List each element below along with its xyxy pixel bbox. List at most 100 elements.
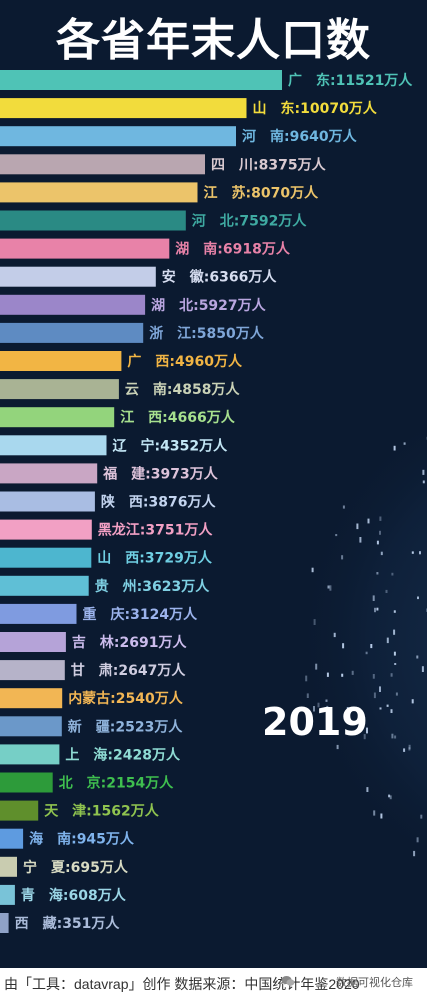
globe-dot [416,655,419,659]
globe-dot [403,748,406,752]
bar [0,519,92,540]
globe-dot [393,610,396,613]
bar [0,294,146,315]
globe-dot [341,555,344,560]
globe-dot [315,663,318,670]
bar-label: 山 西:3729万人 [97,550,213,567]
globe-dot [311,567,314,573]
bar-label: 天 津:1562万人 [44,803,160,820]
globe-dot [408,744,411,750]
bar [0,126,236,147]
globe-dot [325,699,328,702]
watermark: 数据可视化仓库 [336,976,413,989]
globe-dot [379,516,382,521]
bar [0,716,62,737]
globe-dot [420,814,423,819]
bar [0,238,170,259]
bar-label: 西 藏:351万人 [15,915,121,932]
globe-dot [341,673,344,677]
globe-dot [373,692,376,699]
globe-dot [411,699,414,704]
globe-dot [351,670,354,675]
bar-label: 安 徽:6366万人 [162,269,278,286]
bar-label: 北 京:2154万人 [59,775,175,792]
globe-dot [342,505,345,509]
bar [0,491,95,512]
bar-label: 青 海:608万人 [21,887,127,904]
bar-label: 广 西:4960万人 [127,353,243,370]
globe-dot [393,651,396,656]
globe-dot [376,540,379,545]
bar-label: 吉 林:2691万人 [72,634,188,651]
bar-label: 上 海:2428万人 [65,746,181,763]
globe-dot [394,735,397,739]
footer-credit: 由「工具：datavrap」创作 数据来源：中国统计年鉴2020 [0,968,427,1000]
globe-dot [370,644,373,649]
bar-label: 浙 江:5850万人 [149,325,265,342]
bar [0,800,39,821]
globe-dot [333,632,336,638]
bar [0,913,9,933]
globe-dot [380,551,383,556]
globe-dot [395,692,398,696]
globe-dot [386,637,389,644]
globe-dot [366,727,368,734]
globe-disc [290,405,427,875]
bar [0,884,15,905]
wechat-icon [281,976,295,986]
bar-label: 甘 肃:2647万人 [71,662,187,679]
bar-label: 黑龙江:3751万人 [98,522,214,539]
bar [0,351,122,371]
bar-label: 江 苏:8070万人 [204,184,320,201]
globe-dot [385,589,388,593]
globe-dot [335,534,338,537]
globe-dot [421,666,424,672]
bar-label: 宁 夏:695万人 [23,859,129,876]
globe-dot [346,707,349,711]
bar [0,744,60,765]
globe-dot [372,595,375,601]
globe-dot [313,706,315,712]
bar-label: 云 南:4858万人 [125,381,241,398]
globe-dot [422,469,425,475]
bar [0,603,77,624]
bar [0,70,282,90]
globe-dot [379,530,381,535]
globe-dot [394,663,397,665]
bar [0,632,66,652]
globe-dot [326,672,329,677]
globe-dot [356,523,359,530]
globe-dot [391,733,394,739]
bar-label: 湖 南:6918万人 [175,241,291,258]
bar [0,547,92,568]
globe-dot [388,794,391,798]
globe-dot [417,596,419,600]
globe-dot [366,787,369,792]
globe-dot [390,709,393,713]
globe-dot [411,551,414,554]
globe-dot [408,747,411,751]
bar-label: 河 南:9640万人 [242,128,358,145]
bar-label: 河 北:7592万人 [192,213,308,230]
globe-dot [373,810,376,816]
globe-dot [390,673,393,677]
bar-label: 重 庆:3124万人 [83,606,199,623]
bar [0,688,63,709]
globe-dot [391,572,394,576]
bar-label: 广 东:11521万人 [288,72,413,89]
bar [0,660,65,681]
globe-dot [367,518,370,524]
globe-dot [389,795,392,800]
globe-dot [376,572,379,575]
bar-label: 辽 宁:4352万人 [113,437,229,454]
bar [0,828,24,849]
globe-dot [326,705,329,711]
globe-dot [329,585,332,591]
bar-label: 江 西:4666万人 [120,409,236,426]
globe-dot [374,607,376,613]
bar-label: 贵 州:3623万人 [95,578,211,595]
globe-background [290,405,427,875]
globe-dot [359,537,362,543]
